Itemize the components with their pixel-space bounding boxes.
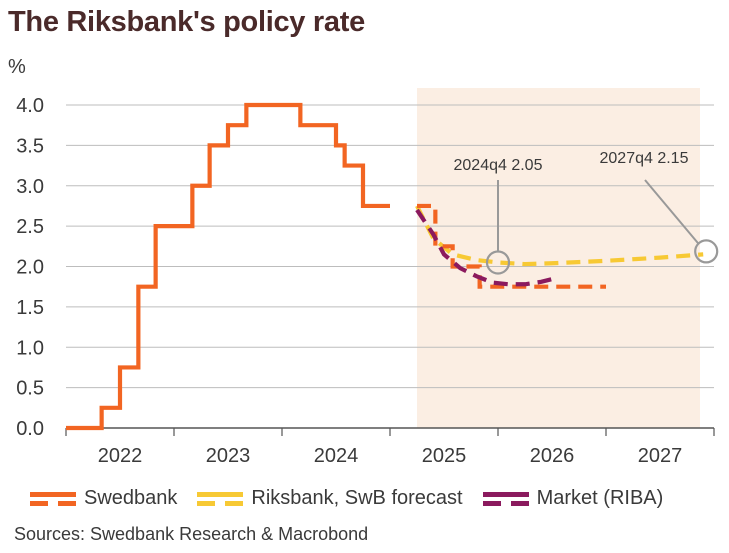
y-tick-label: 3.0 xyxy=(16,176,44,198)
x-tick-label: 2027 xyxy=(638,445,683,467)
series-line-swedbank xyxy=(66,102,390,431)
x-tick-label: 2022 xyxy=(98,445,143,467)
y-tick-label: 1.0 xyxy=(16,337,44,359)
legend-label-market: Market (RIBA) xyxy=(536,487,664,509)
series-line-swedbank-forecast xyxy=(417,203,606,289)
source-note: Sources: Swedbank Research & Macrobond xyxy=(14,524,369,544)
annotation-label: 2024q4 2.05 xyxy=(454,157,543,174)
chart-title: The Riksbank's policy rate xyxy=(8,6,365,38)
annotation-leader xyxy=(644,179,699,245)
legend-label-swedbank: Swedbank xyxy=(84,487,178,509)
annotation-label: 2027q4 2.15 xyxy=(600,150,689,167)
y-tick-label: 4.0 xyxy=(16,95,44,117)
x-tick-label: 2024 xyxy=(314,445,359,467)
x-tick-label: 2025 xyxy=(422,445,467,467)
legend-label-riksbank: Riksbank, SwB forecast xyxy=(251,487,463,509)
legend: Swedbank Riksbank, SwB forecast Market (… xyxy=(30,487,683,510)
y-tick-label: 0.5 xyxy=(16,378,44,400)
x-tick-label: 2023 xyxy=(206,445,251,467)
series-line-market-riba- xyxy=(415,208,558,287)
legend-swatch-market xyxy=(482,491,529,507)
y-tick-label: 1.5 xyxy=(16,297,44,319)
x-tick-label: 2026 xyxy=(530,445,575,467)
legend-swatch-riksbank xyxy=(197,491,244,507)
legend-item-swedbank: Swedbank xyxy=(30,487,177,510)
legend-item-market: Market (RIBA) xyxy=(482,487,664,510)
legend-item-riksbank: Riksbank, SwB forecast xyxy=(197,487,463,510)
y-tick-label: 2.5 xyxy=(16,216,44,238)
y-axis-unit: % xyxy=(8,56,26,78)
legend-swatch-swedbank xyxy=(30,491,76,507)
y-tick-label: 2.0 xyxy=(16,257,44,279)
y-tick-label: 0.0 xyxy=(16,418,44,440)
y-tick-label: 3.5 xyxy=(16,135,44,157)
annotation-circle xyxy=(694,239,719,264)
